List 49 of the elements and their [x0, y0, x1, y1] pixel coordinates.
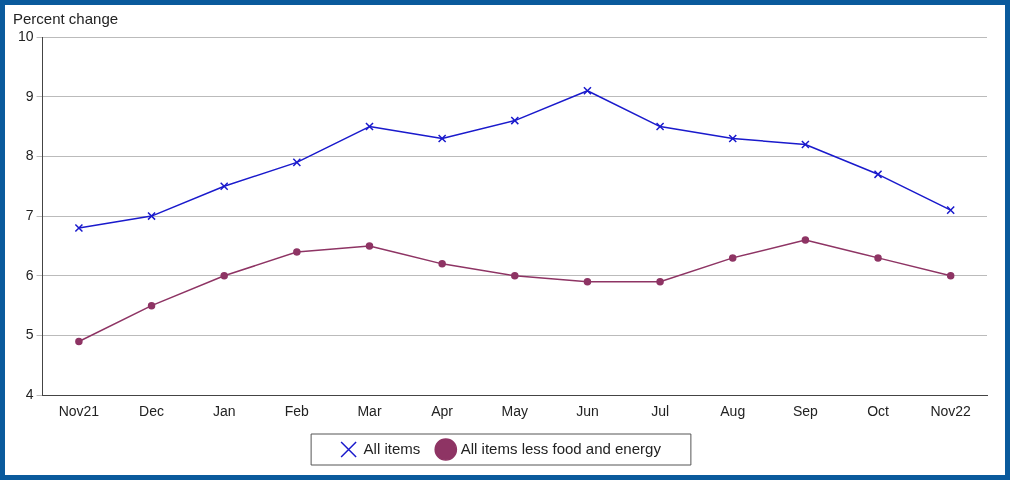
point: [874, 254, 882, 262]
point: [511, 272, 519, 280]
x-tick-label: Feb: [284, 403, 310, 420]
point: [292, 158, 302, 167]
point: [147, 211, 156, 221]
legend-label: All items less food and energy: [460, 439, 662, 457]
point: [946, 205, 955, 215]
point: [147, 301, 156, 310]
point: [510, 116, 520, 125]
y-tick-label: 9: [25, 87, 34, 104]
point: [293, 248, 301, 256]
point: [75, 337, 83, 346]
point: [801, 140, 810, 149]
point: [656, 278, 664, 286]
point: [801, 236, 810, 244]
x-tick-label: Oct: [867, 403, 890, 420]
y-tick-label: 4: [25, 386, 34, 403]
x-tick-label: Dec: [139, 403, 164, 420]
legend-label: All items: [363, 439, 421, 457]
point: [220, 272, 228, 280]
y-tick-label: 10: [17, 27, 34, 44]
point: [873, 170, 883, 179]
x-tick-label: Mar: [357, 403, 382, 420]
y-tick-label: 8: [25, 147, 34, 164]
x-tick-label: Sep: [792, 403, 819, 420]
point: [655, 122, 665, 131]
x-tick-label: Jan: [212, 403, 236, 420]
y-axis-title: Percent change: [13, 9, 119, 27]
point: [583, 86, 592, 96]
x-tick-label: Jun: [576, 403, 599, 420]
x-tick-label: Apr: [431, 403, 454, 420]
point: [74, 223, 84, 233]
point: [728, 254, 737, 262]
point: [583, 278, 592, 286]
y-tick-label: 5: [25, 326, 34, 343]
x-tick-label: Nov21: [58, 403, 100, 420]
x-tick-label: Aug: [720, 403, 746, 420]
x-tick-label: Nov22: [930, 403, 972, 420]
point: [365, 122, 374, 131]
point: [728, 134, 738, 143]
point: [946, 272, 955, 280]
point: [438, 260, 446, 268]
point: [219, 181, 229, 191]
point: [365, 242, 374, 250]
x-tick-label: Jul: [651, 403, 670, 420]
point: [437, 134, 447, 143]
y-tick-label: 6: [25, 266, 34, 283]
y-tick-label: 7: [25, 206, 34, 223]
x-tick-label: May: [501, 403, 529, 420]
